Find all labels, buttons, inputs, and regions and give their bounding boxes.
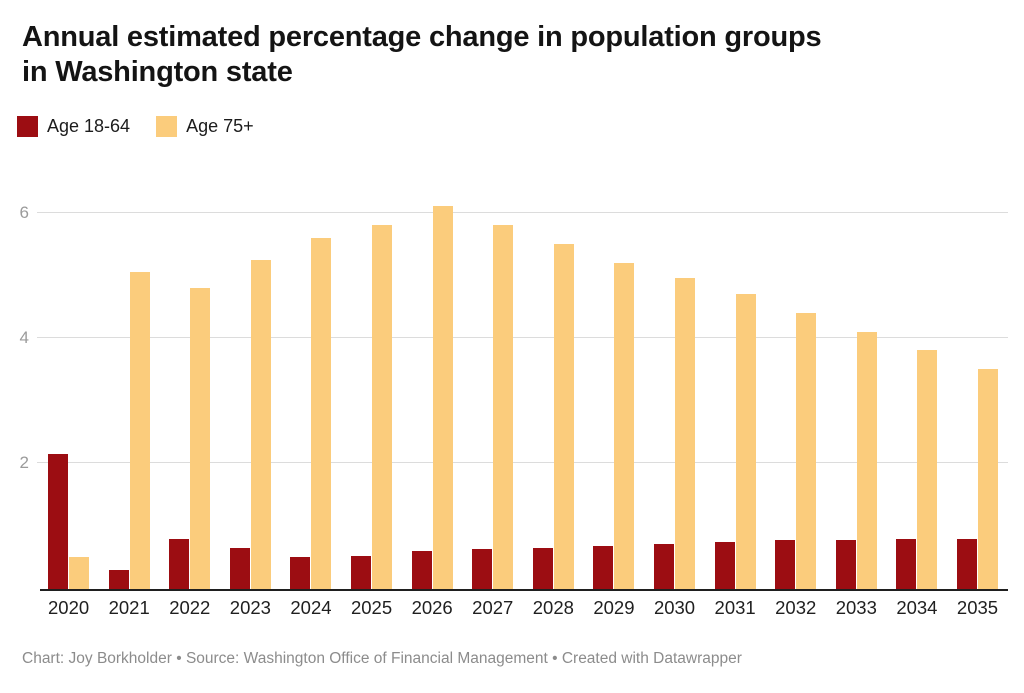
bar-group-2021 bbox=[108, 272, 150, 589]
bars-container bbox=[48, 206, 998, 589]
bar-age-75--2033 bbox=[856, 331, 877, 589]
legend-swatch-icon bbox=[156, 115, 178, 137]
bar-age-18-64-2025 bbox=[350, 556, 371, 589]
bar-group-2034 bbox=[896, 350, 938, 589]
bar-age-75--2035 bbox=[977, 369, 998, 589]
x-tick-label-2028: 2028 bbox=[532, 596, 574, 618]
chart-title: Annual estimated percentage change in po… bbox=[22, 20, 1002, 91]
bar-group-2035 bbox=[956, 369, 998, 589]
bar-age-75--2026 bbox=[432, 206, 453, 589]
bar-age-18-64-2023 bbox=[229, 547, 250, 589]
x-tick-label-2026: 2026 bbox=[411, 596, 453, 618]
bar-age-75--2021 bbox=[129, 272, 150, 589]
bar-group-2027 bbox=[472, 225, 514, 589]
bar-age-18-64-2021 bbox=[108, 569, 129, 589]
chart-title-line2: in Washington state bbox=[22, 56, 293, 89]
bar-group-2026 bbox=[411, 206, 453, 589]
bar-group-2030 bbox=[653, 278, 695, 589]
bar-age-75--2023 bbox=[250, 259, 271, 589]
bar-group-2033 bbox=[835, 331, 877, 589]
plot-area: 2 4 6 bbox=[20, 187, 1008, 591]
bar-age-18-64-2028 bbox=[532, 547, 553, 589]
bar-group-2023 bbox=[229, 259, 271, 589]
x-tick-label-2021: 2021 bbox=[108, 596, 150, 618]
gridline-4 bbox=[37, 336, 1008, 338]
legend-item-1: Age 75+ bbox=[156, 115, 254, 137]
bar-age-18-64-2029 bbox=[593, 546, 614, 589]
bar-group-2020 bbox=[48, 453, 89, 589]
x-tick-label-2025: 2025 bbox=[350, 596, 393, 618]
bar-age-75--2032 bbox=[796, 312, 817, 589]
bar-age-18-64-2022 bbox=[169, 538, 190, 589]
attribution-text: Chart: Joy Borkholder • Source: Washingt… bbox=[22, 649, 742, 667]
gridline-6 bbox=[37, 211, 1008, 213]
x-tick-label-2034: 2034 bbox=[896, 596, 938, 618]
y-tick-label-2: 2 bbox=[19, 453, 29, 473]
bar-age-75--2028 bbox=[553, 243, 574, 589]
bar-age-75--2030 bbox=[674, 278, 695, 589]
bar-age-18-64-2026 bbox=[411, 551, 432, 589]
x-tick-label-2020: 2020 bbox=[48, 596, 90, 618]
bar-age-18-64-2035 bbox=[956, 539, 977, 589]
x-tick-label-2032: 2032 bbox=[775, 596, 817, 618]
bar-group-2022 bbox=[169, 287, 211, 589]
bar-age-18-64-2031 bbox=[714, 541, 735, 589]
bar-group-2025 bbox=[350, 225, 392, 589]
bar-group-2032 bbox=[775, 312, 817, 589]
bar-age-18-64-2020 bbox=[48, 453, 68, 589]
bar-age-18-64-2032 bbox=[775, 540, 796, 589]
x-tick-label-2027: 2027 bbox=[472, 596, 514, 618]
x-tick-label-2033: 2033 bbox=[835, 596, 877, 618]
legend-label: Age 75+ bbox=[186, 115, 254, 136]
x-tick-label-2029: 2029 bbox=[593, 596, 635, 618]
bar-age-75--2027 bbox=[493, 225, 514, 589]
bar-age-75--2029 bbox=[614, 262, 635, 589]
bar-age-75--2024 bbox=[311, 237, 332, 589]
bar-age-18-64-2033 bbox=[835, 539, 856, 589]
bar-group-2031 bbox=[714, 294, 756, 589]
legend-item-0: Age 18-64 bbox=[17, 115, 131, 137]
bar-group-2024 bbox=[290, 237, 332, 589]
y-tick-label-6: 6 bbox=[19, 202, 29, 222]
bar-group-2028 bbox=[532, 243, 574, 589]
bar-age-18-64-2027 bbox=[472, 549, 493, 589]
x-tick-label-2030: 2030 bbox=[653, 596, 696, 618]
x-tick-label-2024: 2024 bbox=[290, 596, 332, 618]
legend-swatch-icon bbox=[17, 115, 38, 137]
bar-age-75--2020 bbox=[69, 557, 89, 589]
legend-label: Age 18-64 bbox=[47, 115, 131, 136]
chart-title-line1: Annual estimated percentage change in po… bbox=[22, 21, 822, 53]
x-tick-label-2022: 2022 bbox=[169, 596, 211, 618]
bar-age-18-64-2024 bbox=[290, 557, 311, 589]
bar-group-2029 bbox=[593, 262, 635, 589]
x-tick-label-2031: 2031 bbox=[714, 596, 756, 618]
y-tick-label-4: 4 bbox=[19, 327, 29, 347]
bar-age-18-64-2030 bbox=[653, 543, 674, 589]
x-axis-labels: 2020 2021 2022 2023 2024 2025 2026 2027 2028 2029… bbox=[48, 597, 998, 619]
bar-age-75--2031 bbox=[735, 294, 756, 589]
gridline-2 bbox=[37, 462, 1008, 464]
bar-age-75--2022 bbox=[190, 287, 211, 589]
chart-header: Annual estimated percentage change in po… bbox=[22, 20, 1002, 91]
x-tick-label-2023: 2023 bbox=[229, 596, 271, 618]
bar-age-18-64-2034 bbox=[896, 539, 917, 589]
bar-age-75--2025 bbox=[371, 225, 392, 589]
x-tick-label-2035: 2035 bbox=[956, 596, 999, 618]
legend: Age 18-64 Age 75+ bbox=[17, 115, 1002, 137]
bar-age-75--2034 bbox=[917, 350, 938, 589]
